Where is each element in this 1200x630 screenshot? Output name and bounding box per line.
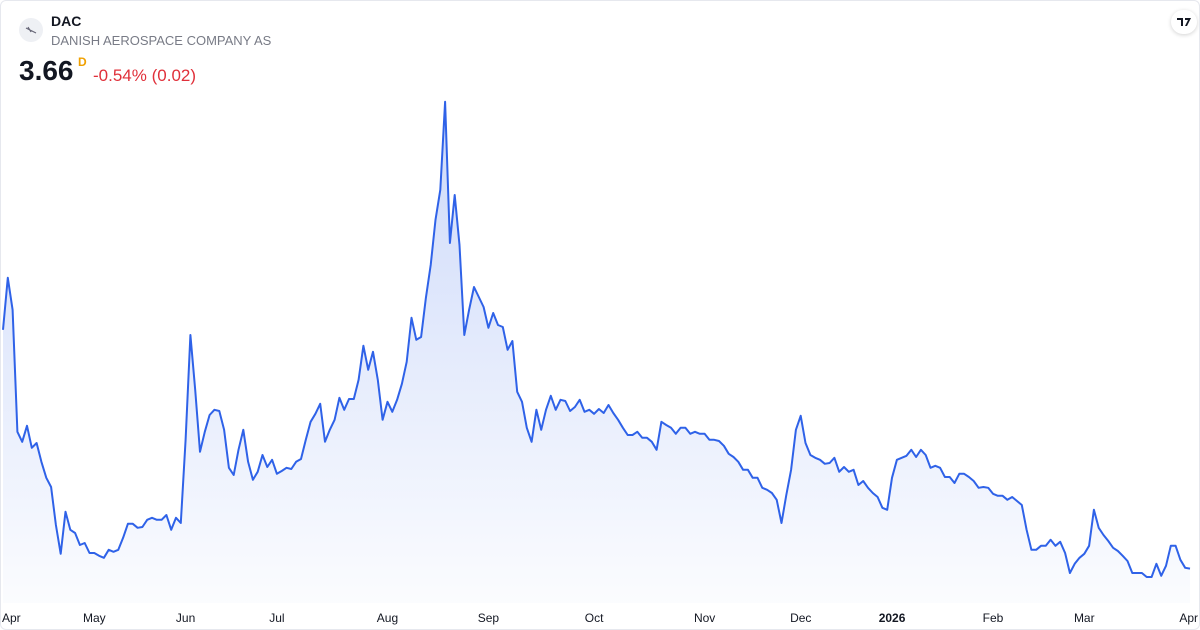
change-amount: (0.02) (151, 66, 197, 85)
change: -0.54% (0.02) (93, 66, 196, 86)
x-tick-label: 2026 (879, 611, 906, 625)
x-tick-label: Aug (377, 611, 398, 625)
price-line (2, 100, 1191, 578)
change-percent: -0.54% (93, 66, 147, 85)
x-tick-label: May (83, 611, 106, 625)
x-tick-label: Feb (983, 611, 1004, 625)
price-marker: D (78, 55, 87, 69)
x-tick-label: Dec (790, 611, 811, 625)
last-price: 3.66 (19, 55, 74, 86)
x-tick-label: Oct (585, 611, 604, 625)
x-tick-label: Sep (478, 611, 500, 625)
logo-icon (25, 26, 37, 34)
x-tick-label: Nov (694, 611, 715, 625)
logo (19, 18, 43, 42)
brand-logo[interactable] (1171, 10, 1197, 34)
x-tick-label: Mar (1074, 611, 1095, 625)
x-tick-label: Apr (2, 611, 21, 625)
x-tick-label: Apr (1179, 611, 1198, 625)
area-fill (3, 101, 1190, 604)
company-name: DANISH AEROSPACE COMPANY AS (51, 33, 272, 48)
x-tick-label: Jul (269, 611, 284, 625)
symbol: DAC (51, 13, 82, 29)
x-tick-label: Jun (176, 611, 195, 625)
brand-icon (1177, 18, 1191, 26)
